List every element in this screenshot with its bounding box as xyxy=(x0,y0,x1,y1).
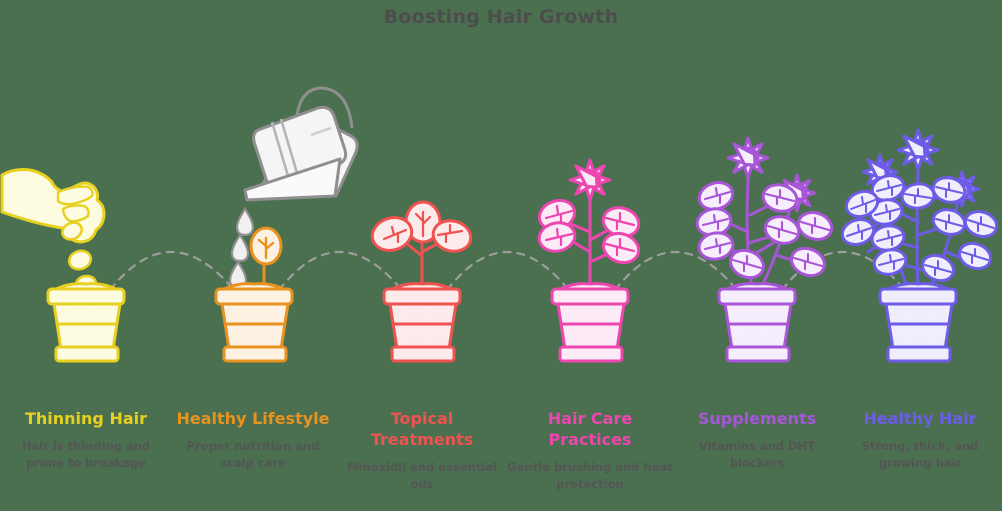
connector-arc-3 xyxy=(445,251,569,292)
stage-title-supplements: Supplements xyxy=(697,409,817,428)
stage-label-hair-care-practices[interactable]: Hair Care Practices Gentle brushing and … xyxy=(505,408,675,493)
leaf-icon-group-6 xyxy=(840,174,999,283)
stage-description-supplements: Vitamins and DHT blockers xyxy=(698,439,816,470)
stage-label-healthy-hair[interactable]: Healthy Hair Strong, thick, and growing … xyxy=(835,408,1002,472)
flower-icon-4 xyxy=(568,158,612,202)
stage-title-healthy-lifestyle: Healthy Lifestyle xyxy=(176,409,330,428)
sprout-icon xyxy=(249,226,283,290)
flower-icon xyxy=(726,136,770,180)
leaf-icon xyxy=(370,216,414,252)
stage-6-illustration xyxy=(840,128,999,363)
leaf-icon-group-3 xyxy=(370,200,473,253)
pot-3 xyxy=(382,282,462,363)
water-droplet-icon xyxy=(235,207,255,237)
pot-6 xyxy=(878,282,958,363)
pot-2 xyxy=(214,282,294,363)
stage-description-healthy-hair: Strong, thick, and growing hair xyxy=(861,439,979,470)
stage-title-thinning-hair: Thinning Hair xyxy=(24,409,148,428)
leaf-veins-5 xyxy=(701,186,831,273)
stage-title-hair-care-practices: Hair Care Practices xyxy=(547,409,633,449)
pot-5 xyxy=(717,282,797,363)
pot-4 xyxy=(550,282,630,363)
stage-title-healthy-hair: Healthy Hair xyxy=(863,409,977,428)
connector-arc-4 xyxy=(613,251,737,292)
stage-2-illustration xyxy=(214,86,359,363)
flower-icon xyxy=(896,128,940,172)
stage-label-supplements[interactable]: Supplements Vitamins and DHT blockers xyxy=(672,408,842,472)
seed-icon xyxy=(61,221,83,241)
hand-icon xyxy=(0,168,106,244)
leaf-veins-3 xyxy=(382,210,464,244)
stage-labels: Thinning Hair Hair is thinning and prone… xyxy=(0,402,1002,511)
leaf-veins-6 xyxy=(846,180,995,276)
stage-label-topical-treatments[interactable]: Topical Treatments Minoxidil and essenti… xyxy=(337,408,507,493)
stage-label-thinning-hair[interactable]: Thinning Hair Hair is thinning and prone… xyxy=(1,408,171,472)
stage-description-healthy-lifestyle: Proper nutrition and scalp care xyxy=(186,439,320,470)
page-title: Boosting Hair Growth xyxy=(383,6,619,28)
water-droplet-icon xyxy=(230,233,250,263)
leaf-veins-4 xyxy=(544,204,636,257)
leaf-icon xyxy=(431,219,473,253)
stage-label-healthy-lifestyle[interactable]: Healthy Lifestyle Proper nutrition and s… xyxy=(168,408,338,472)
connector-arc-2 xyxy=(277,251,402,292)
stage-title-topical-treatments: Topical Treatments xyxy=(370,409,474,449)
stage-description-topical-treatments: Minoxidil and essential oils xyxy=(347,460,497,491)
pot-1 xyxy=(46,282,126,363)
stage-description-hair-care-practices: Gentle brushing and heat protection xyxy=(507,460,673,491)
stage-3-illustration xyxy=(370,200,473,363)
stage-5-illustration xyxy=(695,136,834,363)
watering-can-icon xyxy=(243,86,359,202)
stage-4-illustration xyxy=(537,158,641,363)
connector-arc-1 xyxy=(108,251,234,292)
water-droplet-group xyxy=(228,207,255,290)
stage-1-illustration xyxy=(0,168,126,363)
seed-icon xyxy=(67,249,93,271)
stage-description-thinning-hair: Hair is thinning and prone to breakage xyxy=(21,439,151,470)
